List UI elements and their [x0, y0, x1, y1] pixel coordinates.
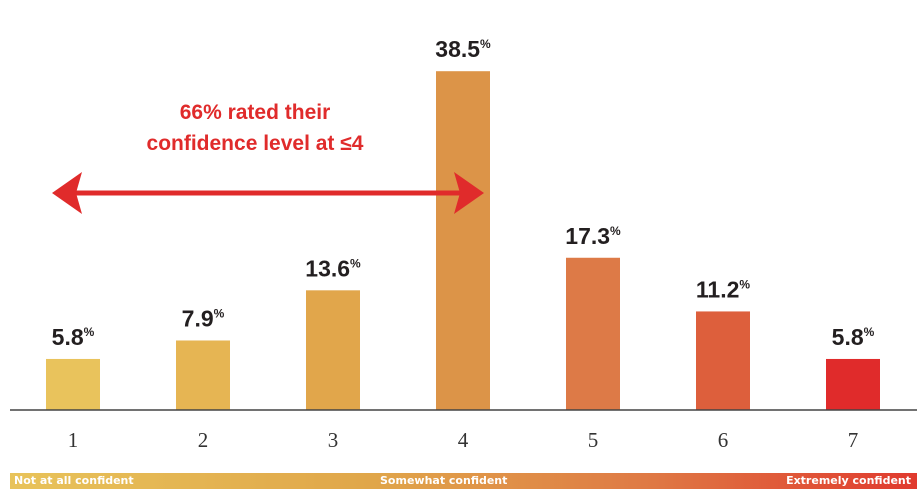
x-tick-label-7: 7 [848, 428, 859, 452]
x-tick-label-2: 2 [198, 428, 209, 452]
x-tick-label-1: 1 [68, 428, 79, 452]
annotation-group: 66% rated their confidence level at ≤4 [52, 101, 484, 214]
x-tick-label-6: 6 [718, 428, 729, 452]
x-tick-label-3: 3 [328, 428, 339, 452]
x-tick-label-5: 5 [588, 428, 599, 452]
value-label-4: 38.5% [435, 36, 491, 62]
value-label-1: 5.8% [52, 324, 95, 350]
bar-4 [436, 71, 490, 410]
x-tick-label-4: 4 [458, 428, 469, 452]
value-label-3: 13.6% [305, 255, 361, 281]
bars-layer [46, 71, 880, 410]
scale-label-low: Not at all confident [14, 473, 134, 489]
scale-label-high: Extremely confident [786, 473, 911, 489]
value-label-2: 7.9% [182, 305, 225, 331]
bar-7 [826, 359, 880, 410]
annotation-line-1: 66% rated their [180, 101, 331, 124]
bar-2 [176, 340, 230, 410]
scale-label-mid: Somewhat confident [380, 473, 507, 489]
bar-6 [696, 311, 750, 410]
bar-5 [566, 258, 620, 410]
value-label-6: 11.2% [696, 276, 751, 302]
bar-1 [46, 359, 100, 410]
value-label-5: 17.3% [565, 223, 621, 249]
annotation-line-2: confidence level at ≤4 [147, 132, 364, 155]
value-label-7: 5.8% [832, 324, 875, 350]
bar-3 [306, 290, 360, 410]
x-tick-labels-layer: 1 2 3 4 5 6 7 [68, 428, 859, 452]
confidence-scale-bar: Not at all confident Somewhat confident … [10, 473, 917, 489]
